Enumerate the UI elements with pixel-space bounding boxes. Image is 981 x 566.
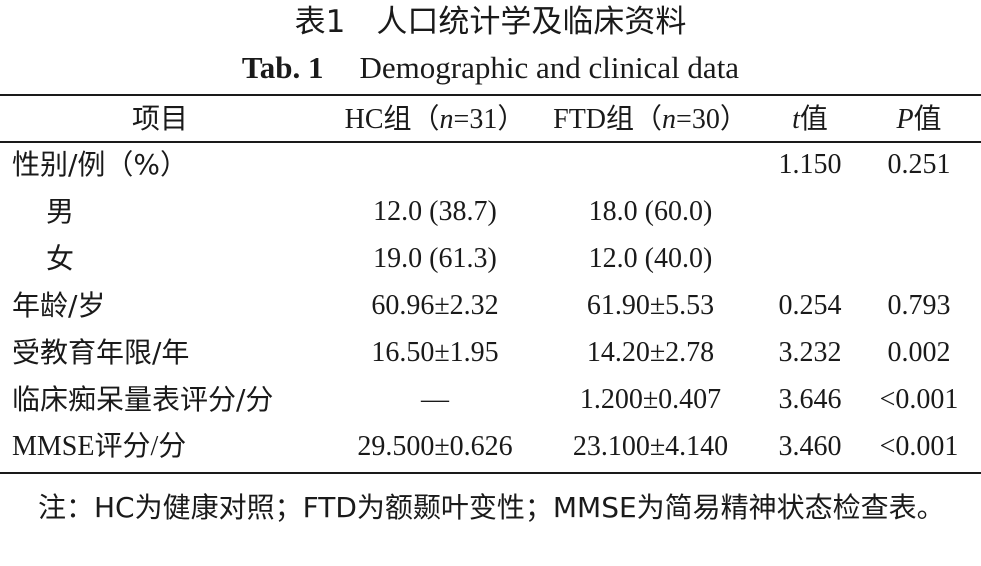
row-item-label: 女 [46, 242, 75, 275]
row-hc-value: 29.500±0.626 [357, 431, 513, 462]
row-ftd-value: 12.0 (40.0) [588, 243, 713, 274]
row-item-label: 受教育年限/年 [12, 336, 190, 369]
row-ftd-value [548, 143, 753, 187]
row-t-value [760, 190, 860, 234]
row-p-value [860, 190, 978, 234]
top-rule [0, 94, 981, 96]
row-ftd-value: 1.200±0.407 [579, 384, 722, 415]
row-item-label: 年龄/岁 [12, 289, 106, 322]
row-ftd-value: 14.20±2.78 [586, 337, 715, 368]
row-p-value: 0.002 [887, 337, 951, 368]
row-item-label: MMSE评分/分 [12, 431, 187, 462]
header-hc: HC组（n=31） [344, 102, 526, 135]
row-hc-value: 19.0 (61.3) [373, 243, 497, 274]
bottom-rule [0, 472, 981, 474]
row-ftd-value: 23.100±4.140 [572, 431, 729, 462]
header-p-value: P值 [896, 102, 942, 135]
row-hc-value: 12.0 (38.7) [373, 196, 497, 227]
row-ftd-value: 61.90±5.53 [586, 290, 715, 321]
row-hc-value: 16.50±1.95 [371, 337, 499, 368]
header-item: 项目 [131, 102, 188, 135]
row-p-value: <0.001 [879, 431, 959, 462]
header-ftd: FTD组（n=30） [553, 102, 748, 135]
row-t-value: 3.460 [778, 431, 842, 462]
row-hc-value: — [421, 384, 449, 415]
row-p-value [860, 237, 978, 281]
row-p-value: 0.793 [887, 290, 951, 321]
row-item-label: 性别/例（%） [12, 148, 189, 181]
row-item-label: 临床痴呆量表评分/分 [12, 383, 274, 416]
header-rule [0, 141, 981, 143]
table-caption-en: Tab. 1 Demographic and clinical data [0, 46, 981, 90]
row-hc-value [330, 143, 540, 187]
row-p-value: <0.001 [879, 384, 959, 415]
table-caption-zh: 表1 人口统计学及临床资料 [294, 4, 687, 40]
row-t-value: 1.150 [778, 149, 842, 180]
header-t-value: t值 [792, 102, 828, 135]
table-number-label: Tab. 1 [241, 50, 324, 85]
row-ftd-value: 18.0 (60.0) [588, 196, 713, 227]
row-p-value: 0.251 [887, 149, 951, 180]
row-hc-value: 60.96±2.32 [371, 290, 499, 321]
row-t-value: 3.646 [778, 384, 842, 415]
row-t-value: 3.232 [778, 337, 842, 368]
table-caption-en-text: Demographic and clinical data [359, 50, 740, 85]
row-t-value [760, 237, 860, 281]
row-item-label: 男 [46, 195, 75, 228]
row-t-value: 0.254 [778, 290, 842, 321]
table-footnote: 注：HC为健康对照；FTD为额颞叶变性；MMSE为简易精神状态检查表。 [38, 491, 945, 524]
